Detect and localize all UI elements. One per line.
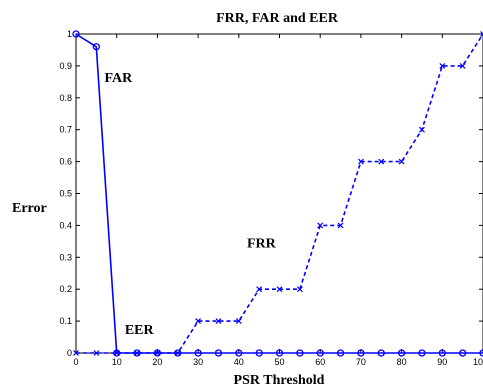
x-tick-label: 60	[315, 357, 325, 367]
frr-point	[378, 158, 385, 165]
y-tick-label: 1	[67, 29, 72, 39]
chart-title: FRR, FAR and EER	[216, 11, 339, 26]
frr-point	[357, 158, 364, 165]
x-tick-label: 40	[234, 357, 244, 367]
far-point	[397, 349, 406, 357]
x-tick-label: 50	[274, 357, 284, 367]
far-point	[214, 349, 223, 357]
far-point	[194, 349, 202, 357]
series-layer	[72, 30, 483, 357]
far-point	[438, 349, 446, 357]
far-point	[255, 349, 263, 357]
frr-point	[154, 350, 161, 356]
frr-point	[459, 62, 466, 69]
y-tick-label: 0.7	[59, 125, 72, 135]
x-tick-label: 10	[112, 357, 122, 367]
y-tick-label: 0.9	[59, 61, 72, 71]
x-tick-label: 30	[193, 357, 203, 367]
y-tick-label: 0.6	[59, 157, 72, 167]
x-tick-label: 10	[473, 357, 483, 367]
frr-point	[337, 222, 344, 229]
far-point	[275, 349, 284, 357]
frr-point	[73, 350, 79, 356]
annotation-eer: EER	[125, 323, 155, 338]
x-tick-label: 70	[356, 357, 366, 367]
far-point	[418, 349, 426, 357]
frr-point	[113, 350, 120, 356]
far-point	[316, 349, 324, 357]
far-point	[296, 349, 304, 357]
frr-point	[439, 62, 446, 69]
frr-point	[398, 158, 405, 165]
frr-point	[419, 126, 425, 133]
frr-series-line	[76, 33, 483, 354]
far-point	[336, 349, 345, 357]
frr-point	[256, 286, 263, 293]
annotations: FAR FRR EER	[104, 71, 276, 338]
x-tick-label: 80	[397, 357, 407, 367]
y-tick-label: 0.3	[59, 252, 72, 262]
frr-point	[317, 222, 324, 229]
plot-frame	[75, 33, 483, 354]
annotation-far: FAR	[104, 71, 133, 86]
frr-point	[93, 350, 100, 356]
far-point	[92, 43, 100, 51]
far-point	[72, 30, 80, 38]
y-tick-label: 0.5	[59, 189, 72, 199]
y-tick-label: 0	[67, 348, 72, 358]
x-tick-label: 90	[437, 357, 447, 367]
frr-point	[195, 318, 202, 325]
y-tick-label: 0.4	[59, 220, 72, 230]
frr-point	[296, 286, 303, 293]
x-tick-label: 0	[73, 357, 78, 367]
y-tick-label: 0.8	[59, 93, 72, 103]
y-axis-label: Error	[12, 201, 47, 216]
frr-point	[174, 350, 181, 356]
far-point	[377, 349, 385, 357]
frr-point	[215, 318, 222, 325]
y-tick-label: 0.2	[59, 284, 72, 294]
y-tick-label: 0.1	[59, 316, 72, 326]
annotation-frr: FRR	[247, 237, 277, 252]
far-point	[235, 349, 243, 357]
frr-point	[134, 350, 140, 356]
far-point	[357, 349, 365, 357]
far-series-line	[75, 33, 483, 354]
frr-point	[235, 318, 242, 325]
far-point	[479, 349, 483, 357]
x-tick-label: 20	[152, 357, 162, 367]
frr-point	[480, 31, 483, 37]
frr-point	[276, 286, 283, 293]
x-axis-label: PSR Threshold	[234, 373, 325, 388]
far-point	[458, 349, 467, 357]
